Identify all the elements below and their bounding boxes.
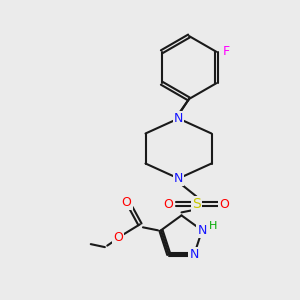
Text: O: O	[164, 197, 173, 211]
Text: O: O	[113, 231, 123, 244]
Text: O: O	[122, 196, 131, 209]
Text: N: N	[174, 172, 183, 185]
Text: S: S	[192, 197, 201, 211]
Text: N: N	[174, 112, 183, 125]
Text: O: O	[220, 197, 229, 211]
Text: N: N	[190, 248, 199, 261]
Text: H: H	[209, 221, 217, 231]
Text: F: F	[223, 45, 230, 58]
Text: N: N	[197, 224, 207, 237]
